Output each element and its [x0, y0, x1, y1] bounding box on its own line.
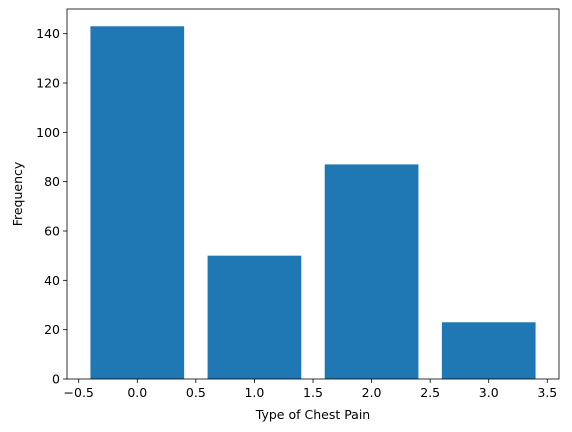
y-tick-label: 100 — [36, 125, 60, 140]
y-axis-ticks: 0 20 40 60 80 100 120 140 — [36, 26, 67, 387]
x-tick-label: 0.0 — [127, 385, 147, 400]
y-tick-label: 20 — [44, 322, 60, 337]
y-tick-label: 40 — [44, 273, 60, 288]
x-tick-label: −0.5 — [64, 385, 94, 400]
x-tick-label: 3.0 — [479, 385, 499, 400]
x-tick-label: 1.0 — [244, 385, 264, 400]
y-tick-label: 80 — [44, 174, 60, 189]
bars — [90, 26, 536, 380]
y-tick-label: 60 — [44, 224, 60, 239]
bar-0 — [90, 26, 185, 380]
bar-1 — [207, 255, 302, 379]
x-tick-label: 2.5 — [420, 385, 440, 400]
x-tick-label: 0.5 — [186, 385, 206, 400]
y-axis-label: Frequency — [10, 161, 25, 226]
bar-2 — [324, 164, 419, 379]
plot-frame — [66, 8, 560, 380]
x-axis-ticks: −0.5 0.0 0.5 1.0 1.5 2.0 2.5 3.0 3.5 — [64, 379, 557, 400]
x-tick-label: 3.5 — [537, 385, 557, 400]
x-axis-label: Type of Chest Pain — [255, 407, 370, 422]
y-tick-label: 0 — [52, 372, 60, 387]
x-tick-label: 1.5 — [303, 385, 323, 400]
x-tick-label: 2.0 — [362, 385, 382, 400]
y-tick-label: 140 — [36, 26, 60, 41]
y-tick-label: 120 — [36, 76, 60, 91]
bar-3 — [441, 322, 536, 379]
